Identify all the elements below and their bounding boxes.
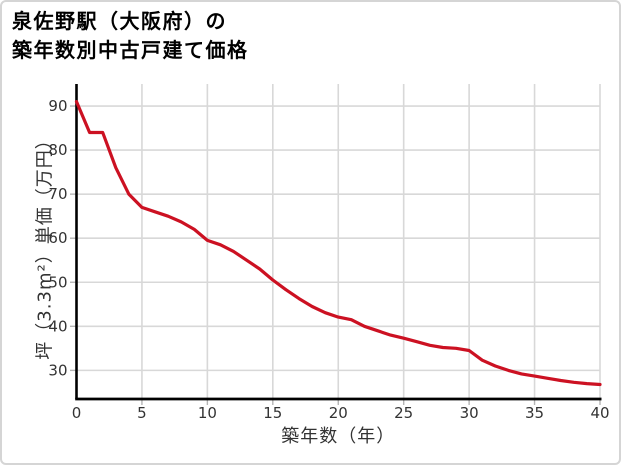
chart-title: 泉佐野駅（大阪府）の 築年数別中古戸建て価格 [12, 7, 249, 65]
x-tick-label: 30 [460, 404, 479, 422]
x-tick-label: 40 [590, 404, 609, 422]
y-tick-label: 50 [48, 273, 67, 291]
chart-title-line2: 築年数別中古戸建て価格 [12, 38, 249, 62]
y-tick-label: 90 [48, 97, 67, 115]
y-tick-label: 70 [48, 185, 67, 203]
x-tick-label: 5 [137, 404, 147, 422]
x-tick-label: 15 [263, 404, 282, 422]
chart-title-line1: 泉佐野駅（大阪府）の [12, 9, 227, 33]
price-line-series [74, 99, 602, 387]
x-tick-label: 10 [198, 404, 217, 422]
x-tick-label: 20 [329, 404, 348, 422]
x-tick-label: 25 [394, 404, 413, 422]
x-tick-label: 0 [72, 404, 82, 422]
x-axis-label: 築年数（年） [281, 426, 395, 447]
y-tick-label: 80 [48, 141, 67, 159]
y-tick-label: 30 [48, 361, 67, 379]
y-tick-label: 60 [48, 229, 67, 247]
x-tick-label: 35 [525, 404, 544, 422]
y-axis-label: 坪（3.3m²）単価（万円） [35, 130, 56, 359]
y-tick-label: 40 [48, 317, 67, 335]
